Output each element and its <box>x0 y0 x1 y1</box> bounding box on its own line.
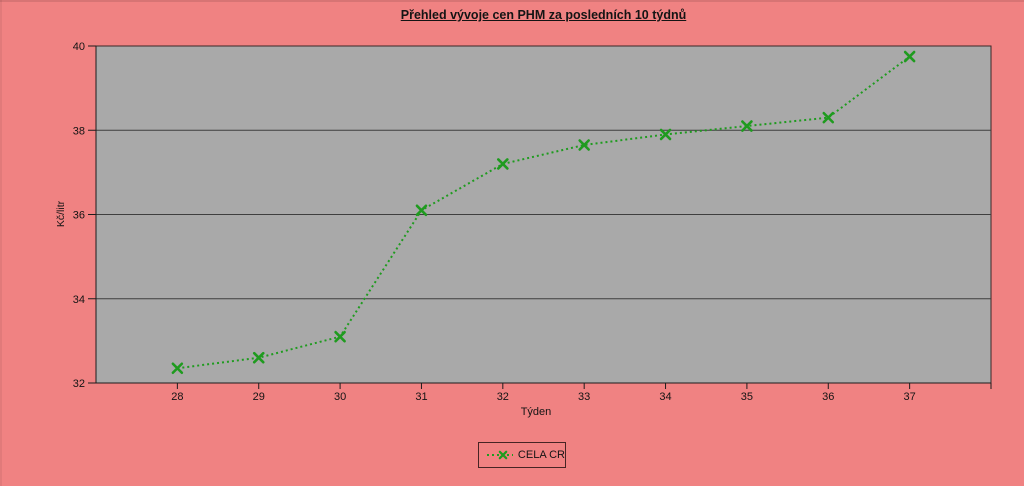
data-point-marker <box>171 362 184 375</box>
x-tick-label: 29 <box>253 391 265 403</box>
legend-label: CELA CR <box>517 449 565 461</box>
y-tick-label: 36 <box>73 210 85 222</box>
legend-line-sample <box>487 450 513 460</box>
data-line <box>177 55 911 370</box>
y-axis-title: Kč/litr <box>55 200 67 228</box>
x-tick-label: 28 <box>171 391 183 403</box>
x-tick-label: 36 <box>822 391 834 403</box>
chart-title: Přehled vývoje cen PHM za posledních 10 … <box>400 8 687 22</box>
y-tick-label: 34 <box>73 294 85 306</box>
data-point-marker <box>741 120 753 132</box>
x-tick-label: 37 <box>904 391 916 403</box>
data-point-marker <box>903 50 916 63</box>
y-tick-label: 40 <box>73 41 85 53</box>
data-point-marker <box>497 158 509 170</box>
data-point-marker <box>822 111 835 124</box>
legend-x-marker <box>498 450 508 460</box>
y-tick-label: 38 <box>73 125 85 137</box>
x-tick-label: 31 <box>415 391 427 403</box>
x-axis-title: Týden <box>520 406 552 418</box>
data-point-marker <box>334 330 346 343</box>
x-tick-label: 33 <box>578 391 590 403</box>
x-tick-label: 35 <box>741 391 753 403</box>
data-point-marker <box>252 351 265 364</box>
x-tick-label: 34 <box>659 391 671 403</box>
y-tick-label: 32 <box>73 378 85 390</box>
legend: CELA CR <box>478 442 566 468</box>
x-tick-label: 32 <box>497 391 509 403</box>
data-point-marker <box>578 139 590 151</box>
data-point-marker <box>415 204 428 217</box>
x-tick-label: 30 <box>334 391 346 403</box>
data-point-marker <box>659 128 672 141</box>
